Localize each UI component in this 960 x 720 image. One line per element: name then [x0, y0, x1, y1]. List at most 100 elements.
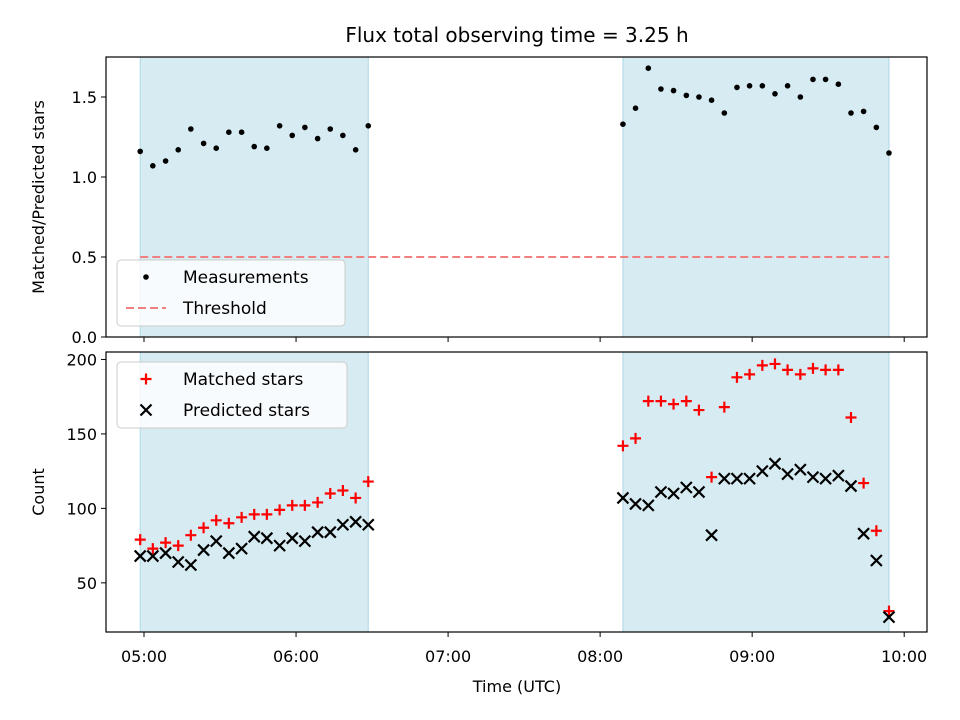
point-plus-12 — [286, 499, 298, 511]
point-x-34 — [806, 470, 820, 484]
point-dot-22 — [658, 86, 664, 92]
point-dot-11 — [276, 123, 283, 129]
point-x-28 — [730, 472, 744, 485]
point-plus-29 — [744, 368, 756, 380]
point-plus-33 — [794, 368, 806, 380]
x-tick-label: 10:00 — [881, 647, 927, 666]
point-dot-24 — [683, 92, 690, 99]
point-x-11 — [273, 539, 286, 552]
point-x-38 — [857, 527, 870, 540]
point-plus-26 — [706, 471, 718, 483]
point-plus-8 — [236, 511, 248, 523]
point-plus-15 — [324, 487, 336, 499]
point-plus-23 — [668, 398, 680, 410]
point-dot-27 — [721, 110, 728, 116]
point-x-24 — [680, 481, 693, 494]
point-dot-0 — [137, 148, 144, 155]
top-panel-legend: Measurements Threshold — [116, 259, 346, 327]
point-plus-5 — [198, 522, 210, 534]
point-dot-37 — [848, 110, 854, 116]
point-plus-31 — [769, 358, 781, 370]
bottom-panel: 50 100 150 200 05:00 06:00 07:00 08:00 09:00 10:… — [29, 350, 928, 666]
point-dot-25 — [696, 94, 702, 100]
point-x-27 — [718, 472, 731, 485]
point-x-18 — [361, 518, 375, 532]
y-tick-label: 150 — [66, 425, 97, 444]
point-x-7 — [222, 546, 236, 560]
point-x-13 — [298, 534, 312, 548]
point-dot-6 — [213, 145, 220, 151]
point-plus-30 — [756, 359, 768, 371]
point-x-9 — [247, 530, 261, 543]
point-x-16 — [336, 518, 350, 532]
point-dot-1 — [150, 163, 156, 169]
y-tick-label: 100 — [66, 499, 97, 518]
point-plus-25 — [693, 404, 705, 416]
point-dot-13 — [302, 124, 308, 131]
legend-entry-0: Measurements — [183, 268, 309, 288]
point-plus-6 — [210, 514, 222, 526]
point-x-12 — [285, 531, 299, 545]
point-dot-8 — [238, 129, 245, 135]
top-panel-frame — [105, 56, 928, 338]
legend-dot-swatch — [143, 274, 149, 280]
observing-window-1 — [622, 351, 890, 633]
point-plus-16 — [337, 485, 349, 497]
point-plus-35 — [820, 364, 832, 376]
observing-window-1 — [622, 56, 890, 338]
bottom-panel-legend: Matched stars Predicted stars — [116, 361, 348, 429]
legend-entry-0: Matched stars — [183, 370, 303, 390]
point-dot-15 — [327, 126, 334, 132]
legend-plus-swatch — [140, 373, 152, 385]
point-plus-27 — [718, 401, 730, 413]
point-x-30 — [756, 464, 769, 478]
point-dot-36 — [835, 81, 842, 87]
point-dot-4 — [188, 126, 194, 132]
point-x-4 — [184, 558, 198, 572]
point-dot-10 — [264, 145, 270, 151]
point-plus-22 — [655, 395, 667, 407]
point-x-36 — [832, 469, 845, 482]
point-x-6 — [209, 534, 223, 548]
point-x-25 — [692, 485, 706, 499]
point-x-31 — [768, 457, 782, 470]
point-x-22 — [654, 485, 668, 499]
point-plus-36 — [832, 364, 844, 376]
point-plus-28 — [731, 371, 743, 383]
y-tick-label: 1.5 — [72, 88, 97, 107]
point-x-26 — [705, 528, 718, 542]
x-tick-label: 08:00 — [577, 647, 623, 666]
point-x-5 — [197, 543, 210, 557]
point-plus-39 — [870, 525, 882, 537]
point-dot-21 — [645, 65, 652, 71]
point-plus-13 — [299, 499, 311, 511]
point-x-2 — [159, 546, 172, 560]
point-plus-4 — [185, 529, 197, 541]
point-plus-0 — [134, 534, 146, 546]
y-tick-label: 200 — [66, 350, 97, 369]
legend-x-swatch — [139, 403, 153, 417]
point-x-39 — [870, 554, 883, 567]
bottom-panel-ylabel: Count — [29, 468, 48, 516]
legend-entry-1: Predicted stars — [183, 401, 310, 421]
point-x-32 — [781, 467, 794, 481]
point-dot-17 — [352, 147, 359, 153]
point-x-0 — [133, 549, 147, 563]
top-panel-ylabel: Matched/Predicted stars — [29, 100, 48, 294]
point-dot-39 — [873, 124, 880, 131]
point-dot-28 — [734, 84, 740, 91]
point-dot-16 — [340, 132, 346, 139]
point-plus-20 — [630, 432, 642, 444]
point-plus-2 — [160, 537, 172, 549]
point-plus-14 — [312, 496, 324, 508]
legend-box — [116, 361, 348, 429]
y-tick-label: 1.0 — [72, 168, 97, 187]
point-dot-2 — [162, 158, 169, 164]
point-plus-40 — [883, 605, 895, 617]
point-dot-29 — [746, 83, 753, 89]
point-dot-12 — [289, 132, 296, 139]
x-tick-label: 05:00 — [121, 647, 167, 666]
point-dot-31 — [772, 91, 778, 97]
point-x-37 — [844, 479, 858, 493]
point-plus-10 — [261, 508, 273, 520]
